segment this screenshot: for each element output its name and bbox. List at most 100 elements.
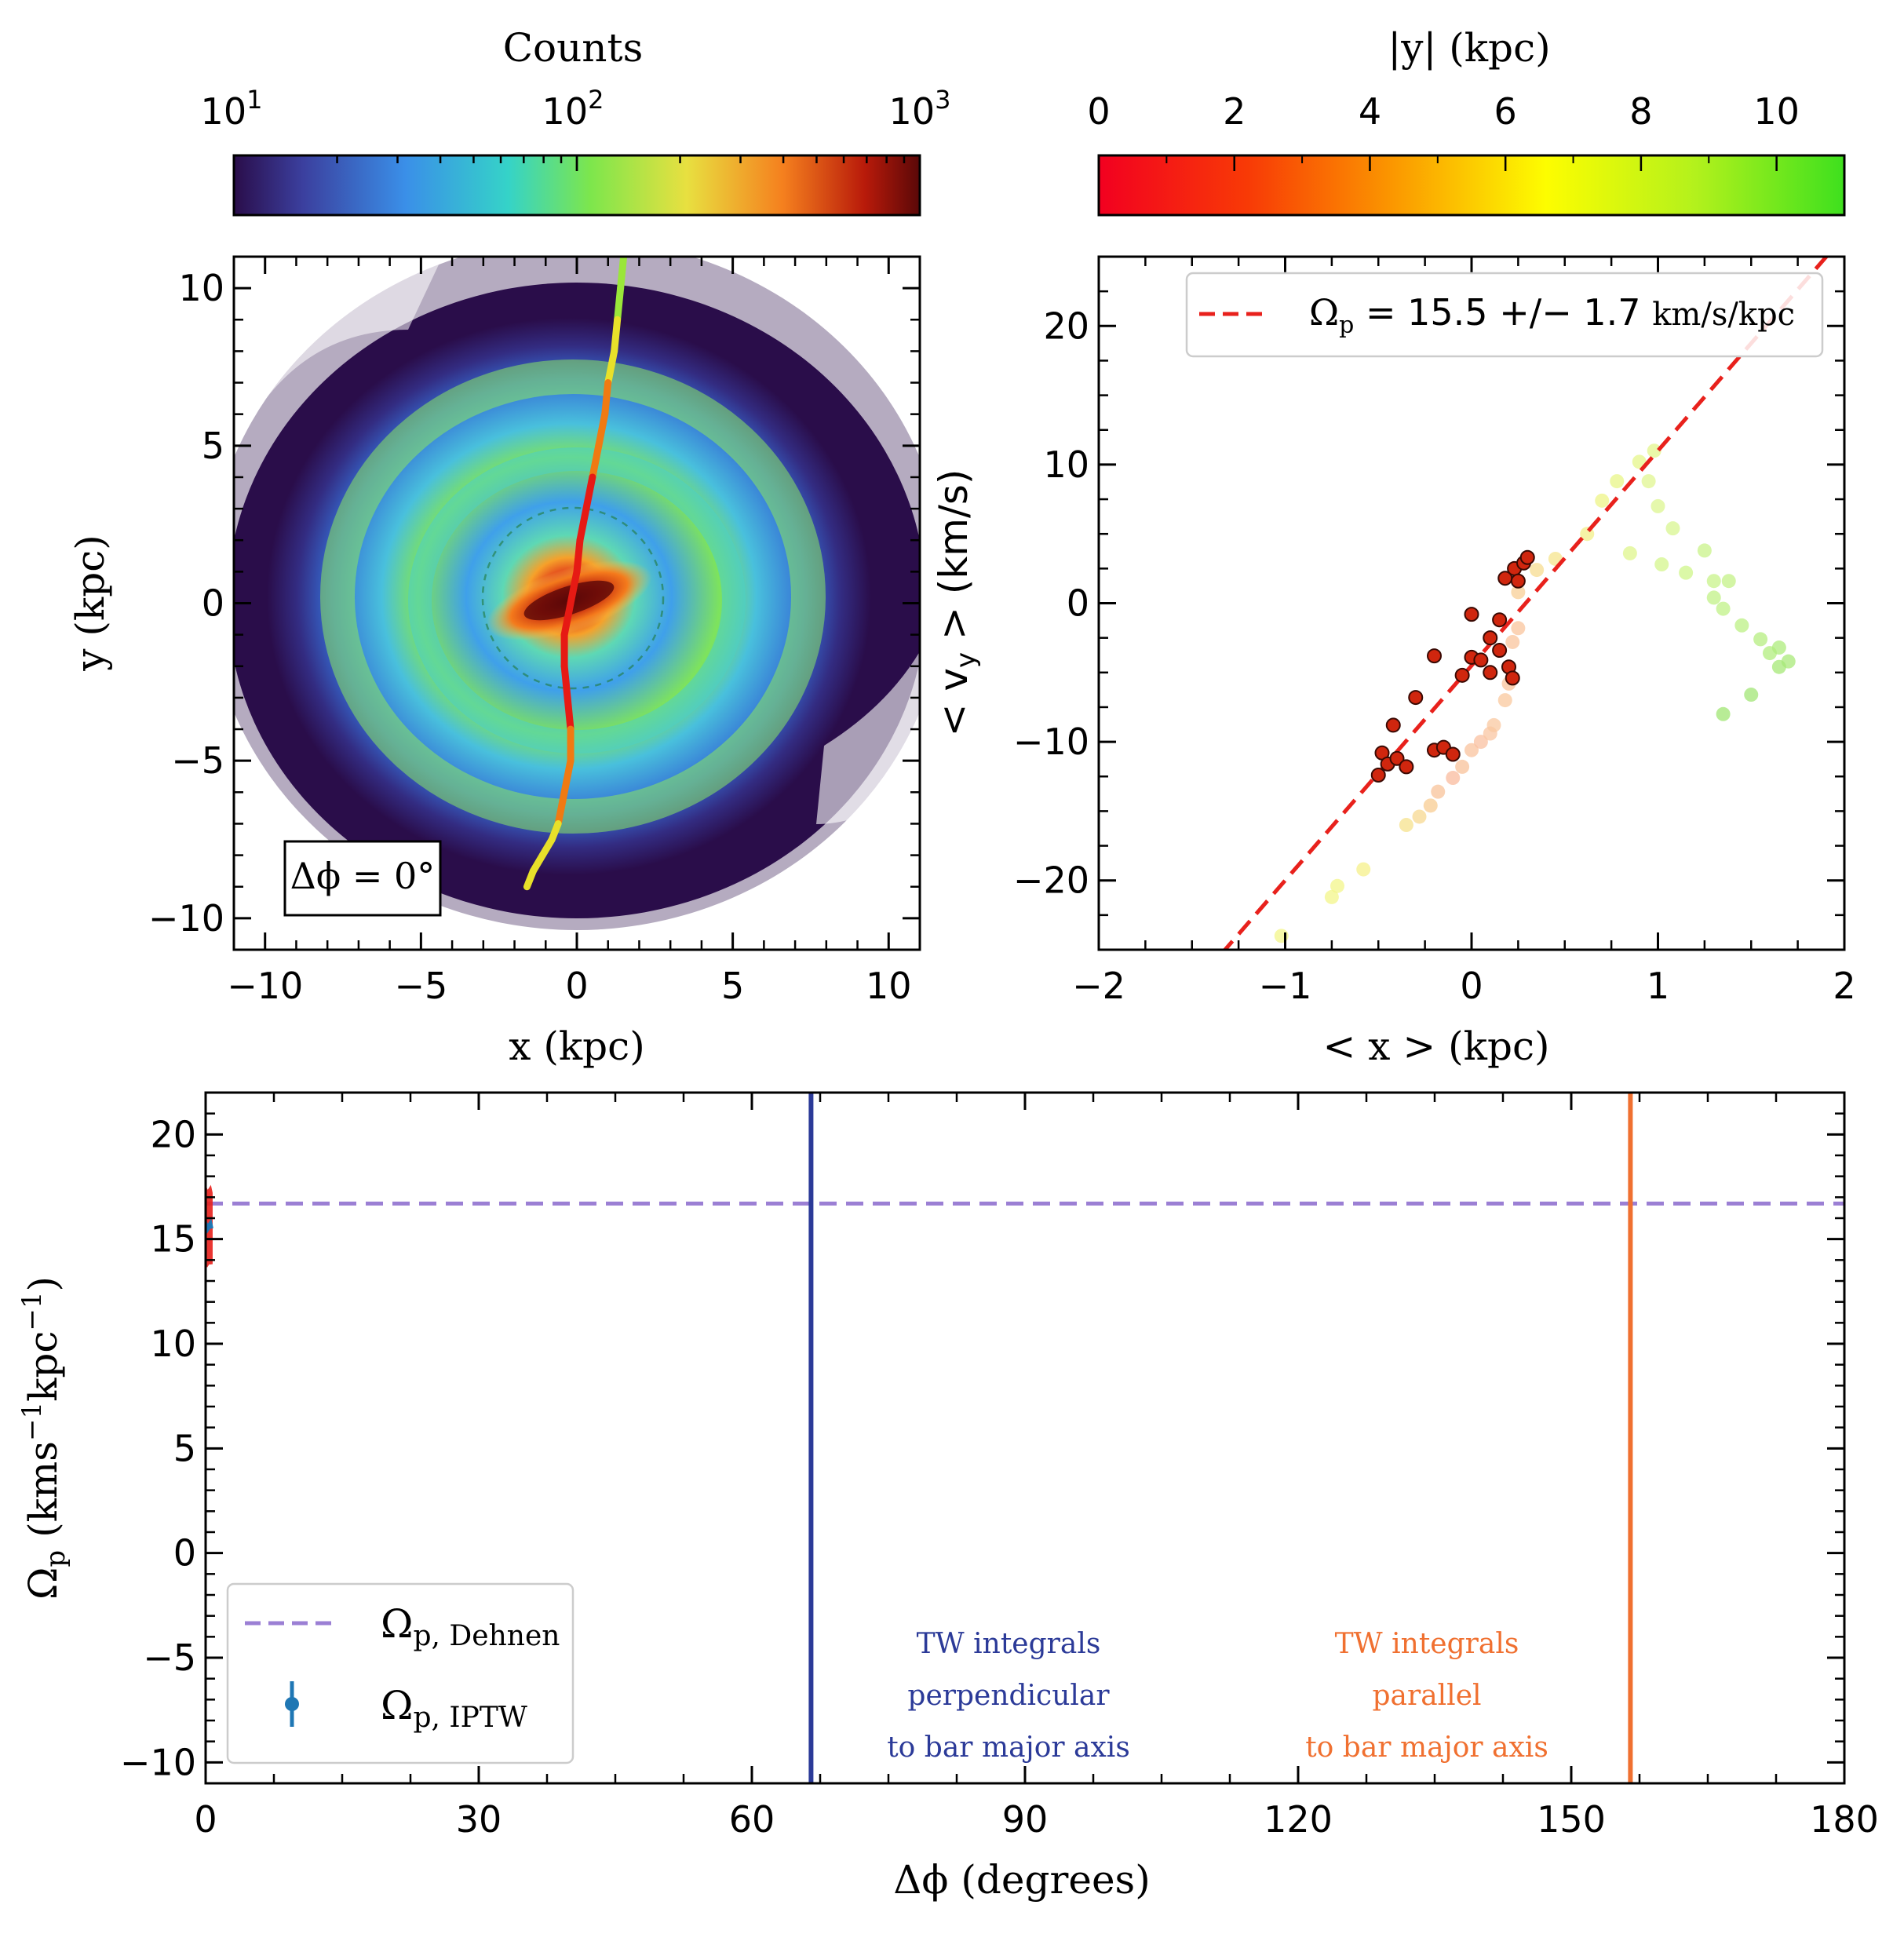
counts-colorbar-label-3: 103 — [889, 85, 951, 133]
density-xtick-label: 10 — [866, 965, 912, 1007]
fit-legend-label: Ωp = 15.5 +/− 1.7 km/s/kpc — [1309, 291, 1795, 339]
density-axes-ticks: −10 −5 0 5 10 −10 −5 0 5 10 — [148, 255, 921, 1007]
svg-text:103: 103 — [889, 85, 951, 133]
ridge-segment — [573, 536, 584, 575]
faded-point — [1464, 743, 1479, 757]
ridge-segment — [617, 257, 628, 292]
faded-point — [1324, 889, 1339, 904]
tw-fit-ytick-label: 0 — [1067, 582, 1089, 625]
faded-point — [1505, 634, 1520, 649]
density-xtick-label: 5 — [721, 965, 744, 1007]
highlight-point — [1370, 767, 1386, 783]
perp-annotation-line-2: perpendicular — [907, 1680, 1110, 1712]
svg-text:102: 102 — [542, 85, 604, 133]
tw-fit-xtick-label: 0 — [1460, 965, 1483, 1007]
ridge-segment — [595, 411, 609, 450]
pattern-speed-xlabel: Δϕ (degrees) — [893, 1857, 1150, 1903]
faded-point — [1654, 557, 1669, 572]
faded-point — [1330, 878, 1344, 893]
faded-point — [1610, 474, 1625, 489]
tw-fit-ytick-label: −10 — [1013, 721, 1089, 763]
faded-point — [1771, 659, 1786, 674]
faded-point — [1679, 565, 1694, 580]
pattern-speed-plot-area — [206, 1093, 1844, 1783]
iptw-legend-marker — [285, 1697, 299, 1711]
pattern-speed-xtick-label: 120 — [1264, 1798, 1333, 1841]
ridge-segment — [582, 473, 596, 513]
faded-point — [1455, 759, 1470, 774]
tw-fit-ytick-label: 10 — [1043, 443, 1089, 486]
dehnen-legend-label: Ωp, Dehnen — [381, 1601, 560, 1652]
tw-fit-xtick-label: −1 — [1259, 965, 1312, 1007]
density-xtick-label: 0 — [565, 965, 588, 1007]
tw-fit-xtick-label: −2 — [1072, 965, 1125, 1007]
y-colorbar-ticks: 0 2 4 6 8 10 — [1087, 90, 1800, 171]
svg-text:101: 101 — [201, 85, 263, 133]
faded-point — [1486, 717, 1501, 732]
faded-point — [1697, 543, 1712, 558]
ridge-segment — [589, 442, 603, 481]
highlight-point — [1389, 750, 1405, 766]
y-colorbar-tick-label: 4 — [1359, 90, 1381, 133]
pattern-speed-legend: Ωp, Dehnen Ωp, IPTW — [226, 1582, 574, 1764]
pattern-speed-xtick-label: 30 — [456, 1798, 502, 1841]
pattern-speed-xtick-label: 0 — [194, 1798, 217, 1841]
pattern-speed-xtick-label: 150 — [1537, 1798, 1606, 1841]
ridge-segment — [576, 505, 590, 544]
faded-point — [1665, 521, 1680, 536]
par-annotation-line-2: parallel — [1372, 1680, 1481, 1712]
faded-point — [1412, 809, 1427, 824]
density-xtick-label: −10 — [227, 965, 303, 1007]
faded-point — [1356, 862, 1371, 877]
faded-point — [1641, 474, 1656, 489]
y-colorbar-tick-label: 10 — [1753, 90, 1800, 133]
faded-point — [1706, 574, 1721, 589]
highlight-point — [1492, 643, 1508, 659]
faded-point — [1706, 590, 1721, 605]
ridge-line — [523, 257, 628, 891]
tw-fit-ylabel: < vy > (km/s) — [931, 469, 982, 737]
tw-fit-xlabel: < x > (kpc) — [1323, 1024, 1550, 1069]
density-ytick-label: 5 — [202, 425, 224, 467]
highlight-point — [1427, 648, 1442, 664]
y-colorbar — [1097, 154, 1846, 217]
pattern-speed-ytick-label: 5 — [173, 1427, 196, 1469]
density-ytick-label: 10 — [178, 267, 224, 309]
tw-fit-ytick-label: 20 — [1043, 305, 1089, 347]
faded-point — [1744, 688, 1759, 702]
faded-point — [1753, 632, 1768, 647]
y-colorbar-title: |y| (kpc) — [1388, 25, 1550, 71]
counts-colorbar-ticks — [232, 155, 921, 171]
density-xlabel: x (kpc) — [509, 1024, 644, 1069]
tw-fit-axes-frame — [1097, 255, 1846, 951]
y-colorbar-tick-label: 2 — [1223, 90, 1246, 133]
perp-annotation: TW integrals perpendicular to bar major … — [887, 1628, 1130, 1764]
faded-point — [1716, 706, 1731, 721]
highlight-point — [1445, 746, 1461, 762]
density-ytick-label: −5 — [171, 739, 224, 782]
faded-point — [1650, 498, 1665, 513]
par-annotation: TW integrals parallel to bar major axis — [1305, 1628, 1548, 1764]
ridge-segment — [560, 662, 571, 702]
pattern-speed-axes-ticks: 0 30 60 90 120 150 180 −10 −5 0 5 10 15 20 — [120, 1091, 1879, 1841]
highlight-point — [1519, 549, 1535, 565]
faded-point — [1734, 618, 1749, 633]
highlight-point — [1483, 665, 1498, 681]
faded-point — [1423, 798, 1438, 813]
highlight-point — [1454, 667, 1470, 683]
iptw-legend-label: Ωp, IPTW — [381, 1683, 527, 1734]
y-colorbar-tick-label: 8 — [1629, 90, 1652, 133]
ridge-segment — [604, 347, 618, 387]
faded-point — [1595, 493, 1610, 508]
y-colorbar-tick-label: 0 — [1087, 90, 1110, 133]
faded-point — [1511, 585, 1526, 600]
perp-annotation-line-3: to bar major axis — [887, 1731, 1130, 1764]
faded-point — [1622, 546, 1637, 560]
par-annotation-line-1: TW integrals — [1335, 1628, 1519, 1660]
highlight-point — [1492, 612, 1508, 628]
tw-fit-legend: Ωp = 15.5 +/− 1.7 km/s/kpc — [1185, 272, 1824, 358]
density-ylabel: y (kpc) — [67, 535, 113, 671]
pattern-speed-ytick-label: 10 — [150, 1323, 196, 1365]
